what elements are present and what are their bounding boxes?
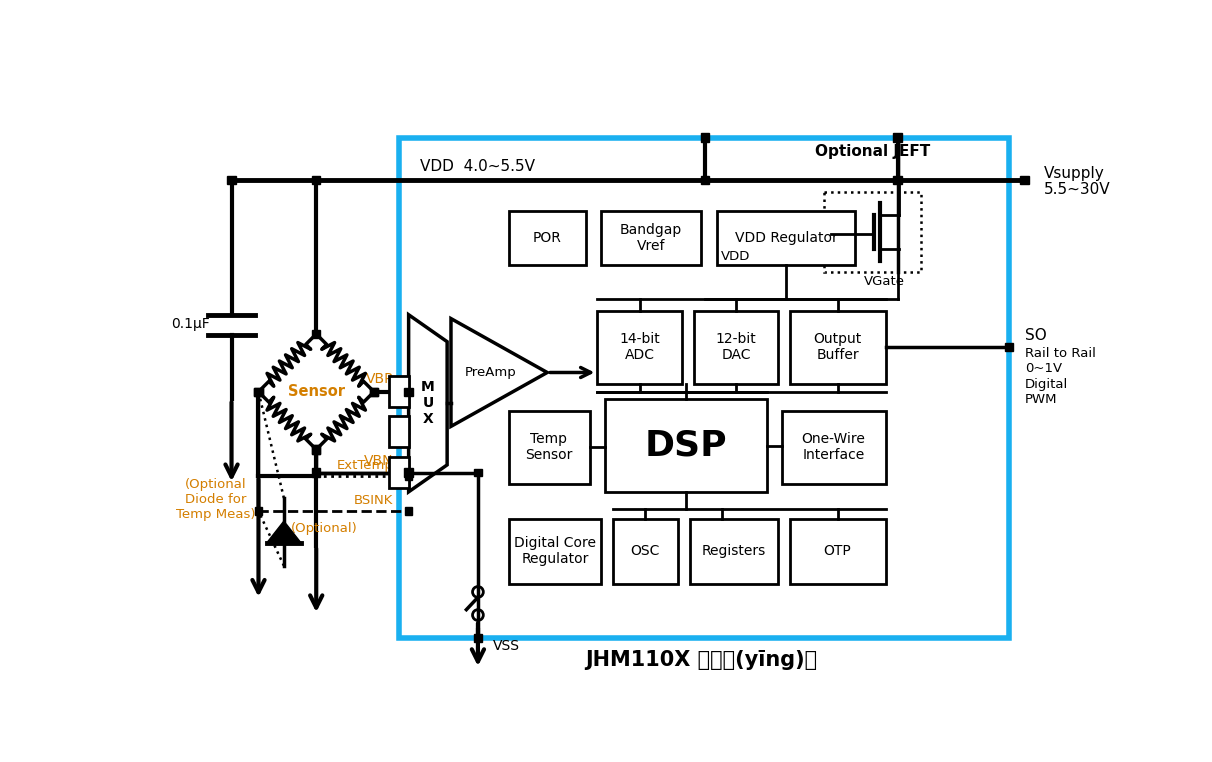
Text: ExtTemp: ExtTemp (337, 459, 393, 472)
Bar (405, 507, 412, 515)
Text: Sensor: Sensor (287, 384, 344, 399)
Text: Temp
Sensor: Temp Sensor (525, 432, 572, 463)
Bar (474, 634, 482, 642)
Bar (782, 411, 886, 484)
Text: OTP: OTP (824, 544, 851, 558)
Bar (311, 469, 320, 477)
Text: 0~1V: 0~1V (1024, 362, 1062, 375)
Text: Registers: Registers (702, 544, 766, 558)
Bar (311, 445, 320, 453)
Text: BSINK: BSINK (354, 494, 393, 507)
Text: 14-bit
ADC: 14-bit ADC (619, 332, 661, 362)
Bar (893, 133, 902, 142)
Bar (509, 519, 601, 584)
Bar (701, 176, 709, 184)
Bar (400, 138, 1010, 638)
Text: Output
Buffer: Output Buffer (813, 332, 862, 362)
Bar (701, 133, 709, 142)
Bar (405, 388, 413, 396)
Bar (255, 507, 262, 515)
Bar (370, 388, 378, 396)
Bar (311, 176, 320, 184)
Text: PreAmp: PreAmp (465, 366, 516, 379)
Bar (1021, 176, 1029, 184)
Bar (598, 311, 682, 384)
Bar (613, 519, 679, 584)
Bar (509, 411, 589, 484)
Text: Bandgap
Vref: Bandgap Vref (621, 223, 682, 253)
Text: Digital Core
Regulator: Digital Core Regulator (514, 536, 596, 566)
Bar (370, 388, 378, 396)
Text: VDD Regulator: VDD Regulator (734, 231, 837, 245)
Text: M
U
X: M U X (421, 380, 435, 427)
Bar (790, 311, 886, 384)
Text: Vsupply: Vsupply (1044, 166, 1104, 181)
Bar (893, 176, 902, 184)
Bar (601, 211, 702, 264)
Bar (1005, 343, 1013, 351)
Bar (255, 388, 263, 396)
Bar (716, 211, 856, 264)
Polygon shape (267, 521, 301, 543)
Bar (509, 211, 585, 264)
Text: Digital: Digital (1024, 377, 1068, 391)
Bar (693, 311, 778, 384)
Bar (228, 176, 236, 184)
Text: 5.5~30V: 5.5~30V (1044, 181, 1110, 197)
Text: POR: POR (533, 231, 561, 245)
Bar (255, 388, 263, 396)
Text: SO: SO (1024, 328, 1046, 343)
Bar (824, 191, 921, 272)
Text: One-Wire
Interface: One-Wire Interface (801, 432, 865, 463)
Bar (389, 416, 408, 447)
Bar (790, 519, 886, 584)
Polygon shape (451, 319, 548, 427)
Bar (690, 519, 778, 584)
Text: Optional JEFT: Optional JEFT (814, 144, 930, 159)
Text: 0.1μF: 0.1μF (171, 317, 210, 331)
Text: OSC: OSC (630, 544, 659, 558)
Text: VDD  4.0~5.5V: VDD 4.0~5.5V (421, 159, 536, 174)
Text: VDD: VDD (720, 251, 750, 264)
Text: VBP: VBP (366, 373, 393, 386)
Text: (Optional
Diode for
Temp Meas): (Optional Diode for Temp Meas) (177, 478, 256, 521)
Bar (405, 469, 413, 477)
Text: VGate: VGate (864, 275, 905, 288)
Text: PWM: PWM (1024, 393, 1057, 406)
Text: VBN: VBN (364, 454, 393, 468)
Bar (474, 469, 482, 476)
Text: (Optional): (Optional) (291, 521, 358, 534)
Text: Rail to Rail: Rail to Rail (1024, 347, 1096, 360)
Bar (311, 445, 320, 453)
Bar (605, 399, 767, 491)
Text: DSP: DSP (645, 429, 727, 463)
Text: 12-bit
DAC: 12-bit DAC (715, 332, 756, 362)
Text: VSS: VSS (493, 639, 520, 653)
Bar (389, 376, 408, 407)
Bar (311, 330, 320, 338)
Text: JHM110X 典型應(yīng)用: JHM110X 典型應(yīng)用 (585, 650, 817, 670)
Bar (389, 457, 408, 488)
Bar (405, 472, 412, 480)
Polygon shape (408, 315, 447, 491)
